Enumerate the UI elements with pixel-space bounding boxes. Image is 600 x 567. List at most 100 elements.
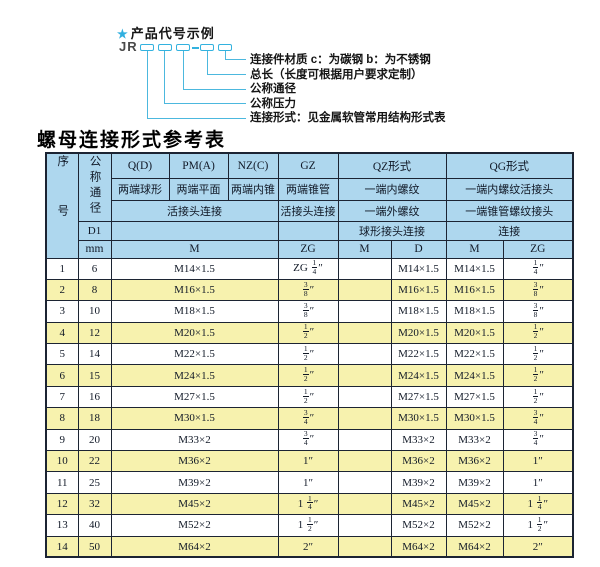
- cell-qg-zg: 1 2 ″: [502, 321, 574, 345]
- header-conn-qg: 一端锥管螺纹接头: [445, 199, 574, 222]
- cell-qz-m: [337, 385, 392, 409]
- cell-m: M16×1.5: [110, 278, 279, 302]
- cell-m: M33×2: [110, 428, 279, 452]
- cell-m: M45×2: [110, 492, 279, 516]
- cell-qg-m: M16×1.5: [445, 278, 504, 302]
- cell-gz: 1″: [277, 450, 339, 473]
- code-dash: [191, 47, 199, 49]
- table-row: 12 32 M45×2 1 1 4 ″ M45×2 M45×2 1 1 4 ″: [45, 492, 574, 516]
- cell-gz: 1 2 ″: [277, 385, 339, 409]
- header-group-pma: PM(A): [168, 152, 229, 179]
- header-ends-qg: 一端内螺纹活接头: [445, 177, 574, 201]
- header-unit-m: M: [110, 239, 279, 259]
- cell-qz-m: [337, 428, 392, 452]
- cell-seq: 8: [45, 407, 79, 430]
- cell-qg-m: M14×1.5: [445, 257, 504, 280]
- header-unit-qg-zg: ZG: [502, 239, 574, 259]
- table-row: 4 12 M20×1.5 1 2 ″ M20×1.5 M20×1.5 1 2 ″: [45, 321, 574, 345]
- cell-qz-d: M18×1.5: [390, 300, 447, 323]
- cell-qg-m: M22×1.5: [445, 343, 504, 366]
- cell-qg-m: M39×2: [445, 471, 504, 494]
- cell-qg-zg: 1 2 ″: [502, 385, 574, 409]
- cell-qz-d: M45×2: [390, 492, 447, 516]
- cell-qz-d: M14×1.5: [390, 257, 447, 280]
- header-group-qz: QZ形式: [337, 152, 447, 179]
- cell-qz-m: [337, 450, 392, 473]
- cell-qz-m: [337, 364, 392, 387]
- cell-qg-zg: 3 8 ″: [502, 278, 574, 302]
- star-icon: ★: [117, 27, 129, 41]
- header-group-nzc: NZ(C): [227, 152, 279, 179]
- header-group-qd: Q(D): [110, 152, 170, 179]
- table-body: 1 6 M14×1.5 ZG 1 4 ″ M14×1.5 M14×1.5 1 4 ″ 2 8 M16×1.…: [45, 257, 574, 558]
- header-row-2: 两端球形 两端平面 两端内锥 两端锥管 一端内螺纹 一端内螺纹活接头: [46, 177, 574, 201]
- table-header: 序号 公称通径 Q(D) PM(A) NZ(C) GZ QZ形式 QG形式 两端…: [45, 152, 574, 259]
- table-row: 10 22 M36×2 1″ M36×2 M36×2 1″: [45, 450, 574, 473]
- header-unit-mm: mm: [77, 239, 112, 259]
- header-blank-m: [110, 220, 279, 241]
- cell-qg-zg: 1″: [502, 471, 574, 494]
- cell-qg-zg: 3 8 ″: [502, 300, 574, 323]
- header-conn-qz: 一端外螺纹: [337, 199, 447, 222]
- cell-mm: 22: [77, 450, 112, 473]
- cell-qz-d: M39×2: [390, 471, 447, 494]
- connector-line-5: [225, 51, 246, 60]
- code-segment-box-5: [218, 44, 232, 51]
- cell-m: M20×1.5: [110, 321, 279, 345]
- cell-mm: 20: [77, 428, 112, 452]
- header-diameter-text: 公称通径: [88, 154, 101, 217]
- header-seq-text: 序号: [56, 154, 69, 254]
- product-code-prefix: JR: [119, 39, 138, 54]
- cell-qg-m: M18×1.5: [445, 300, 504, 323]
- cell-seq: 14: [45, 535, 79, 558]
- cell-seq: 6: [45, 364, 79, 387]
- cell-qg-m: M64×2: [445, 535, 504, 558]
- header-blank-gz: [277, 220, 339, 241]
- cell-qz-m: [337, 321, 392, 345]
- cell-mm: 12: [77, 321, 112, 345]
- cell-m: M52×2: [110, 514, 279, 537]
- cell-qz-d: M64×2: [390, 535, 447, 558]
- cell-gz: ZG 1 4 ″: [277, 257, 339, 280]
- header-unit-qz-m: M: [337, 239, 392, 259]
- header-ends-pma: 两端平面: [168, 177, 229, 201]
- cell-gz: 1″: [277, 471, 339, 494]
- cell-qz-m: [337, 514, 392, 537]
- label-connection-form: 连接形式：见金属软管常用结构形式表: [250, 112, 446, 124]
- label-material: 连接件材质 c：为碳钢 b：为不锈钢: [250, 54, 431, 66]
- cell-gz: 3 4 ″: [277, 428, 339, 452]
- header-row-5: mm M ZG M D M ZG: [46, 239, 574, 259]
- cell-qg-m: M36×2: [445, 450, 504, 473]
- cell-seq: 3: [45, 300, 79, 323]
- cell-seq: 10: [45, 450, 79, 473]
- cell-m: M36×2: [110, 450, 279, 473]
- cell-seq: 12: [45, 492, 79, 516]
- header-unit-qz-d: D: [390, 239, 447, 259]
- cell-gz: 3 4 ″: [277, 407, 339, 430]
- cell-gz: 1 2 ″: [277, 343, 339, 366]
- header-seq: 序号: [45, 152, 79, 259]
- cell-qg-zg: 2″: [502, 535, 574, 558]
- cell-m: M64×2: [110, 535, 279, 558]
- cell-qz-d: M20×1.5: [390, 321, 447, 345]
- cell-qz-m: [337, 300, 392, 323]
- header-group-qg: QG形式: [445, 152, 574, 179]
- cell-qg-zg: 1 1 2 ″: [502, 514, 574, 537]
- cell-seq: 11: [45, 471, 79, 494]
- cell-qg-m: M45×2: [445, 492, 504, 516]
- cell-mm: 16: [77, 385, 112, 409]
- table-row: 1 6 M14×1.5 ZG 1 4 ″ M14×1.5 M14×1.5 1 4 ″: [45, 257, 574, 280]
- cell-qg-zg: 1 4 ″: [502, 257, 574, 280]
- cell-qg-m: M52×2: [445, 514, 504, 537]
- label-nominal-diameter: 公称通径: [250, 83, 296, 95]
- cell-qz-m: [337, 257, 392, 280]
